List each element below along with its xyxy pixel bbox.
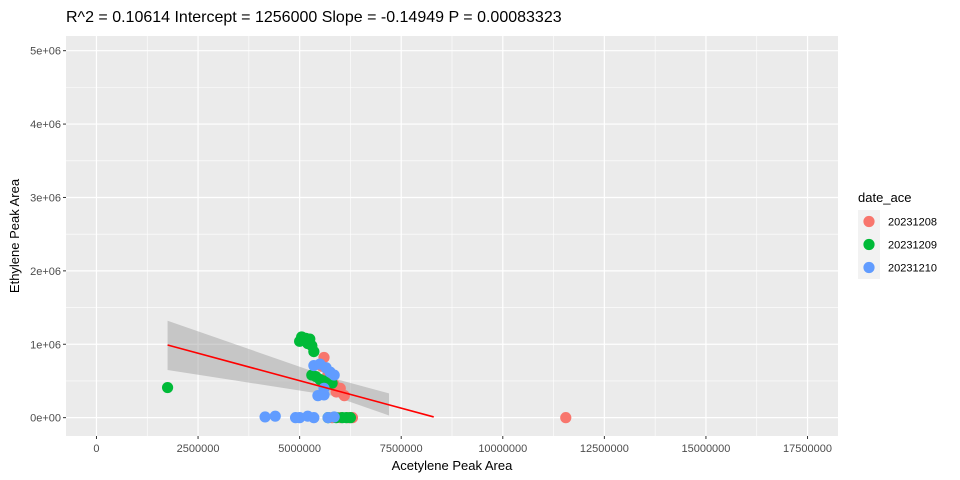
x-axis-title: Acetylene Peak Area: [392, 458, 513, 473]
data-point: [308, 345, 320, 358]
legend-title: date_ace: [858, 190, 912, 205]
data-point: [161, 381, 174, 394]
data-point: [318, 389, 330, 401]
legend-key-20231208: [863, 215, 875, 228]
y-tick-label: 1e+06: [30, 339, 61, 351]
data-point: [269, 410, 281, 422]
x-tick-label: 2500000: [177, 443, 220, 455]
y-tick-label: 0e+00: [30, 413, 61, 425]
y-tick-label: 4e+06: [30, 119, 61, 131]
x-tick-label: 5000000: [278, 443, 321, 455]
series-20231210: [259, 358, 340, 424]
data-point: [328, 369, 340, 381]
legend-key-20231209: [863, 238, 875, 251]
x-tick-label: 10000000: [478, 443, 527, 455]
y-axis-ticks: 0e+00 1e+06 2e+06 3e+06 4e+06 5e+06: [30, 46, 66, 425]
legend: date_ace 20231208 20231209 20231210: [858, 190, 937, 279]
data-point: [560, 412, 572, 424]
major-gridlines: [66, 36, 838, 436]
y-tick-label: 5e+06: [30, 46, 61, 58]
y-axis-title: Ethylene Peak Area: [7, 178, 22, 293]
data-point: [259, 411, 271, 423]
legend-label-20231209: 20231209: [888, 240, 937, 252]
x-tick-label: 0: [93, 443, 99, 455]
minor-gridlines: [66, 36, 838, 436]
data-point: [344, 412, 357, 424]
legend-key-20231210: [863, 261, 875, 274]
chart-title: R^2 = 0.10614 Intercept = 1256000 Slope …: [66, 9, 562, 26]
y-tick-label: 2e+06: [30, 266, 61, 278]
x-axis-ticks: 0 2500000 5000000 7500000 10000000 12500000 15…: [93, 436, 832, 455]
legend-label-20231208: 20231208: [888, 217, 937, 229]
data-points: [161, 331, 572, 424]
regression-line: [167, 344, 434, 418]
data-point: [308, 412, 320, 424]
x-tick-label: 15000000: [681, 443, 730, 455]
x-tick-label: 7500000: [380, 443, 423, 455]
data-point: [328, 411, 340, 423]
y-tick-label: 3e+06: [30, 192, 61, 204]
regression-line-path: [167, 344, 434, 418]
legend-label-20231210: 20231210: [888, 263, 937, 275]
x-tick-label: 17500000: [783, 443, 832, 455]
x-tick-label: 12500000: [580, 443, 629, 455]
